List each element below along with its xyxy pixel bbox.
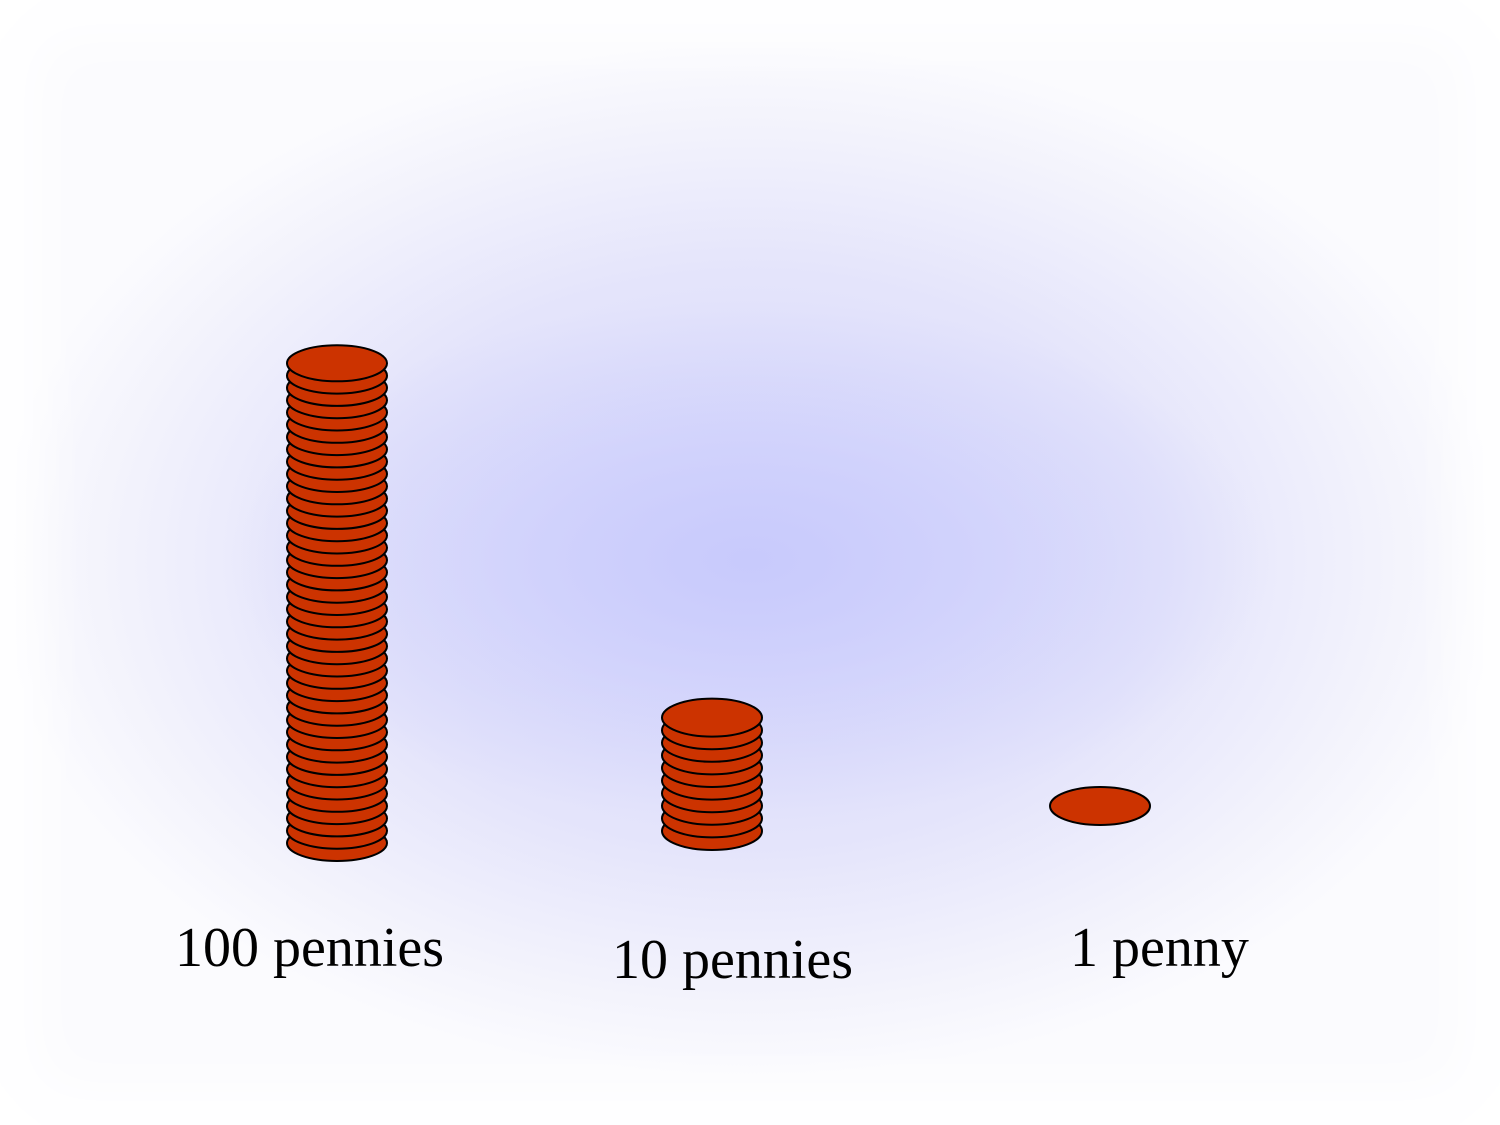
stack-10-pennies: [661, 697, 763, 851]
label-1-penny: 1 penny: [1070, 917, 1249, 979]
stack-1-penny: [1049, 786, 1151, 826]
penny-coin: [286, 344, 388, 383]
label-10-pennies: 10 pennies: [612, 929, 854, 991]
stack-100-pennies: [286, 344, 388, 862]
penny-coin: [661, 697, 763, 738]
penny-coin: [1049, 786, 1151, 826]
label-100-pennies: 100 pennies: [175, 917, 445, 979]
